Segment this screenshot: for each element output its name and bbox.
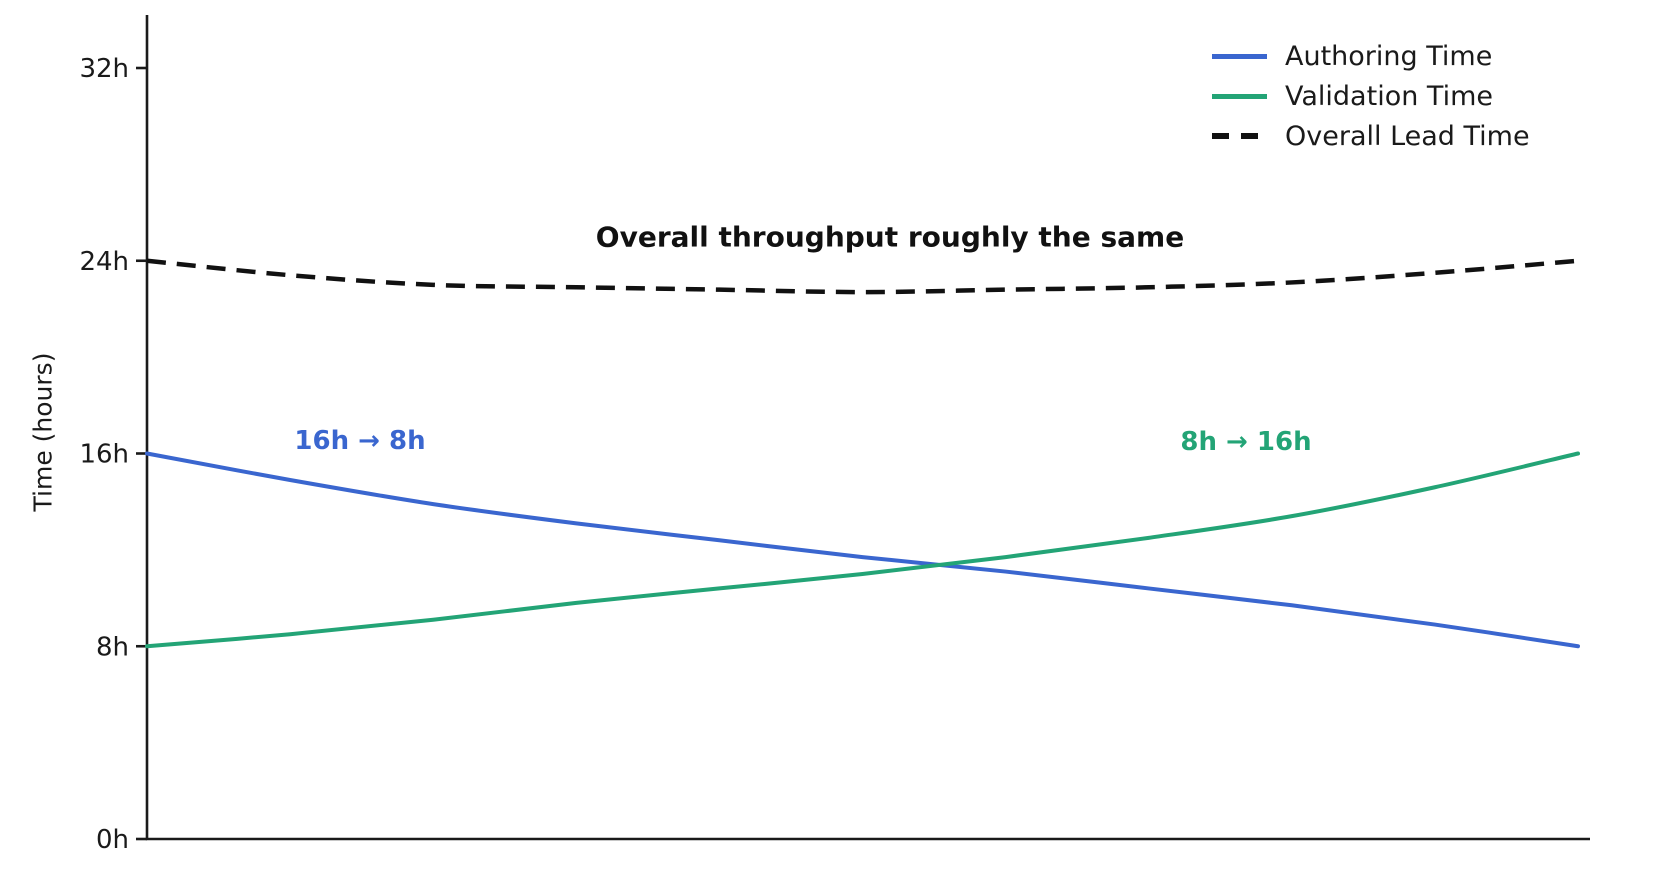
legend-swatch-solid-green-line [1212, 93, 1267, 99]
y-axis-label: Time (hours) [28, 352, 58, 512]
legend-label-overall-lead-time: Overall Lead Time [1285, 120, 1530, 152]
annotation-overall-throughput: Overall throughput roughly the same [595, 220, 1185, 254]
legend-item-authoring-time: Authoring Time [1212, 36, 1530, 76]
y-tick-label: 24h [79, 247, 129, 277]
legend-swatch-dashed-black-line [1212, 133, 1267, 139]
legend-item-validation-time: Validation Time [1212, 76, 1530, 116]
series-line-authoring-time [145, 451, 1580, 649]
y-tick-label: 16h [79, 440, 129, 470]
y-tick-label: 8h [96, 632, 129, 662]
legend-label-authoring-time: Authoring Time [1285, 40, 1493, 72]
legend-label-validation-time: Validation Time [1285, 80, 1493, 112]
y-tick-label: 0h [96, 825, 129, 855]
annotation-authoring-change: 16h → 8h [294, 426, 426, 456]
y-tick-label: 32h [79, 54, 129, 84]
series-line-overall-lead-time [146, 258, 1579, 295]
legend-item-overall-lead-time: Overall Lead Time [1212, 116, 1530, 156]
legend: Authoring Time Validation Time Overall L… [1212, 36, 1530, 156]
series-line-validation-time [145, 451, 1580, 649]
legend-swatch-solid-blue-line [1212, 53, 1267, 59]
annotation-validation-change: 8h → 16h [1180, 427, 1312, 457]
